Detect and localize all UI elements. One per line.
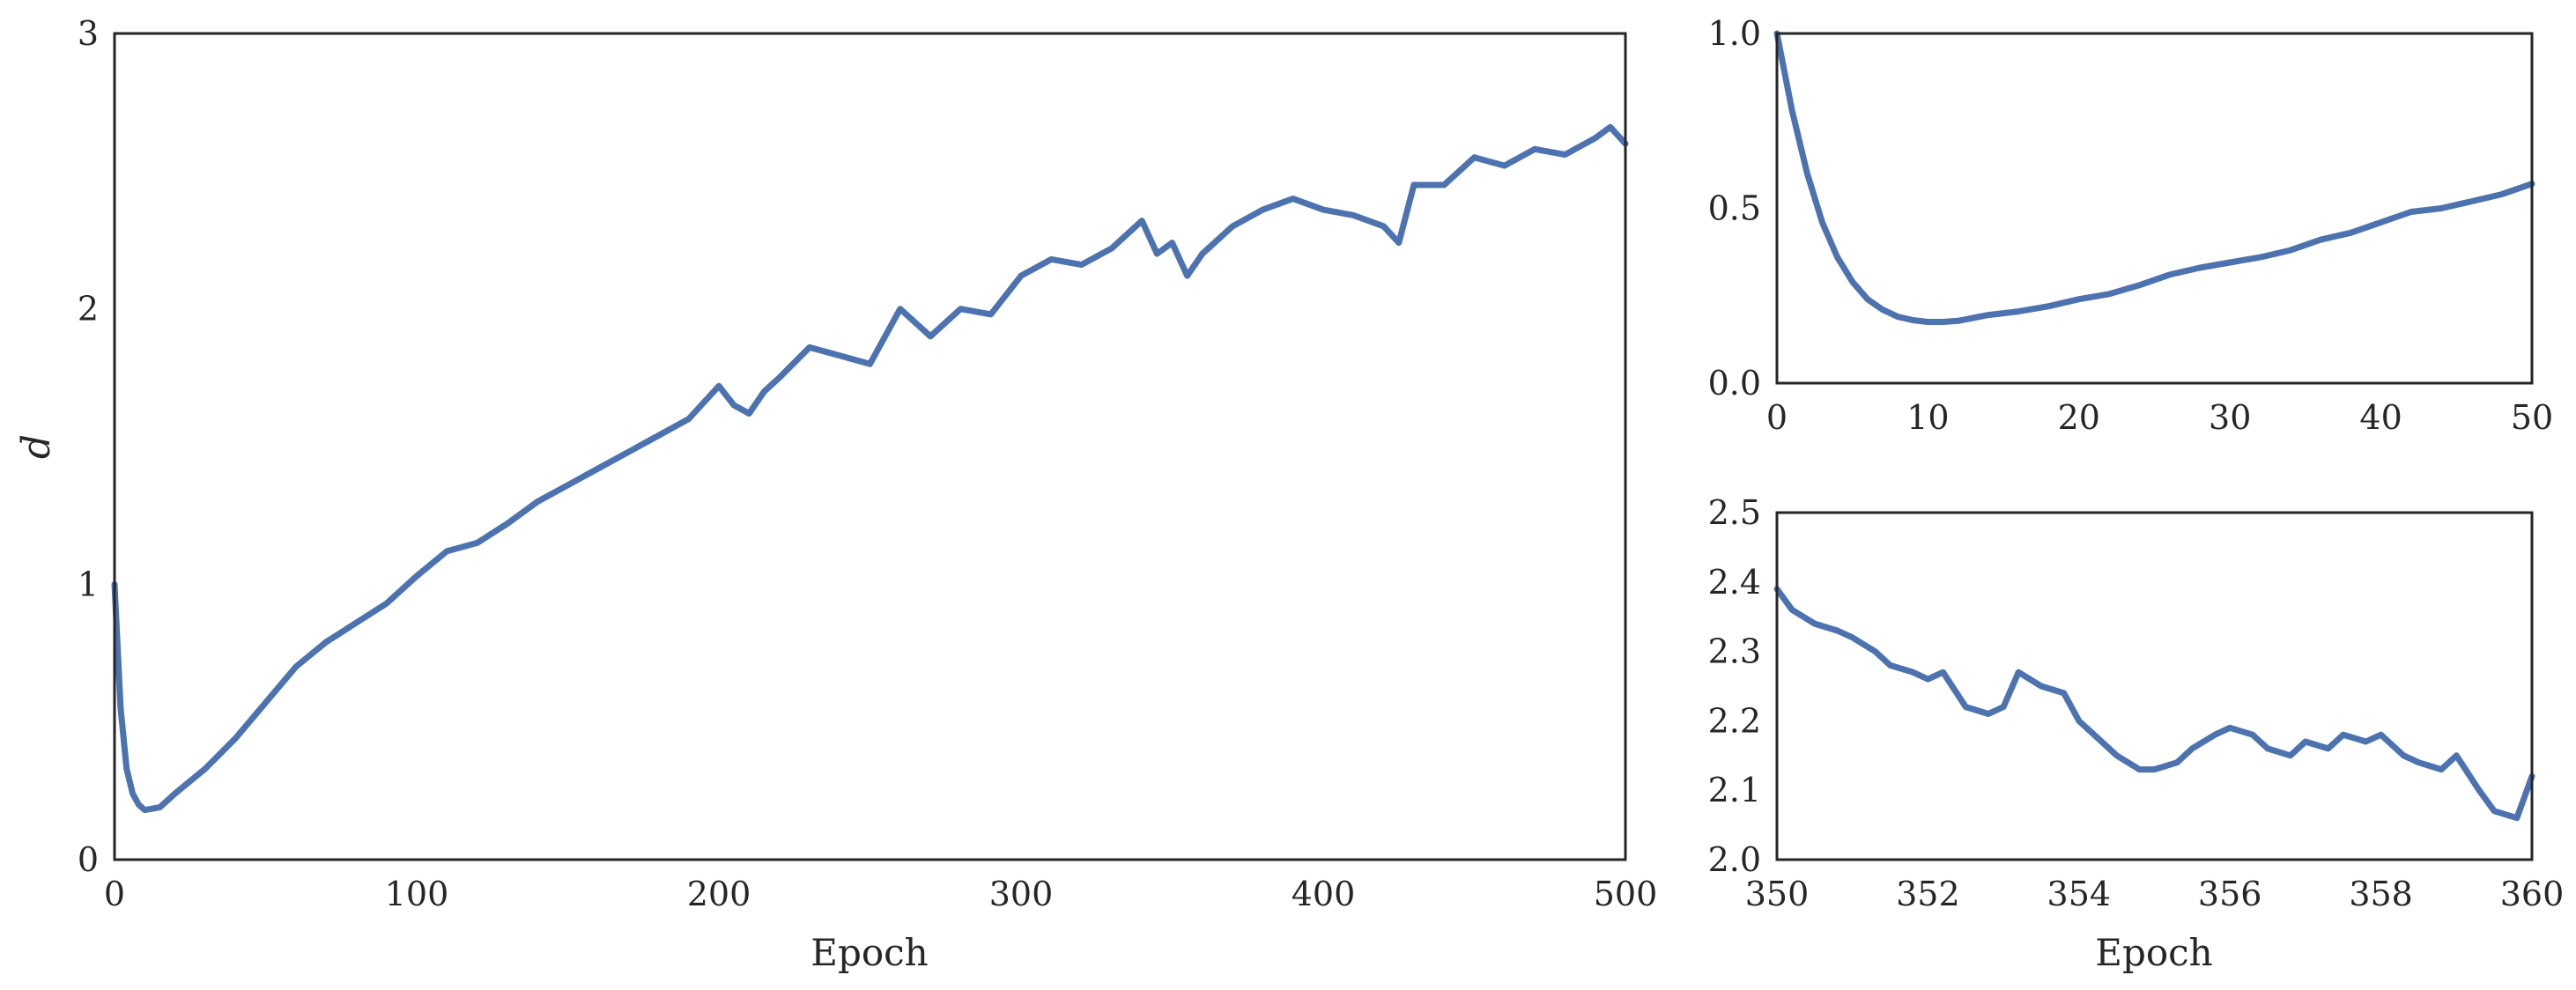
inset-bottom-ytick-label: 2.1 bbox=[1708, 771, 1761, 809]
inset-bottom-xtick-label: 360 bbox=[2500, 875, 2565, 913]
main-plot-xtick-label: 300 bbox=[989, 875, 1054, 913]
inset-bottom-ticks: 350 352 354 356 358 360 2.0 2.1 2.2 2.3 2.4 2.5 bbox=[1708, 493, 2565, 913]
inset-top-ticks: 0 10 20 30 40 50 0.0 0.5 1.0 bbox=[1708, 14, 2554, 437]
inset-top-line bbox=[1773, 30, 2535, 325]
main-plot: 0 100 200 300 400 500 0 1 2 3 Epoch d bbox=[14, 14, 1657, 974]
main-plot-ticks: 0 100 200 300 400 500 0 1 2 3 bbox=[78, 14, 1657, 913]
main-plot-ytick-label: 2 bbox=[78, 290, 99, 329]
main-plot-ytick-label: 0 bbox=[78, 840, 99, 879]
inset-bottom-plot: 350 352 354 356 358 360 2.0 2.1 2.2 2.3 2.4 2.5 Epo… bbox=[1708, 493, 2565, 974]
main-plot-xlabel: Epoch bbox=[811, 931, 928, 974]
inset-bottom-ytick-label: 2.5 bbox=[1708, 493, 1761, 532]
inset-top-xtick-label: 30 bbox=[2209, 398, 2251, 437]
main-plot-xtick-label: 500 bbox=[1594, 875, 1658, 913]
inset-bottom-xtick-label: 352 bbox=[1896, 875, 1960, 913]
main-plot-ytick-label: 1 bbox=[78, 565, 99, 603]
inset-top-series bbox=[1773, 30, 2535, 325]
inset-bottom-ytick-label: 2.4 bbox=[1708, 563, 1761, 602]
main-plot-ylabel: d bbox=[14, 434, 59, 459]
inset-bottom-ytick-label: 2.3 bbox=[1708, 632, 1761, 671]
inset-top-xtick-label: 40 bbox=[2359, 398, 2402, 437]
inset-bottom-frame bbox=[1775, 511, 2534, 861]
inset-top-ytick-label: 0.0 bbox=[1708, 364, 1761, 403]
inset-bottom-xtick-label: 354 bbox=[2047, 875, 2112, 913]
inset-top-xtick-label: 20 bbox=[2058, 398, 2100, 437]
inset-top-xtick-label: 0 bbox=[1766, 398, 1788, 437]
inset-bottom-series bbox=[1773, 586, 2535, 822]
main-plot-series bbox=[111, 123, 1629, 814]
main-plot-frame bbox=[113, 32, 1627, 861]
inset-top-plot: 0 10 20 30 40 50 0.0 0.5 1.0 bbox=[1708, 14, 2554, 437]
main-plot-xtick-label: 200 bbox=[687, 875, 751, 913]
inset-bottom-xlabel: Epoch bbox=[2095, 931, 2212, 974]
main-plot-xtick-label: 100 bbox=[385, 875, 449, 913]
main-plot-xtick-label: 400 bbox=[1292, 875, 1356, 913]
inset-bottom-xtick-label: 358 bbox=[2349, 875, 2413, 913]
main-plot-ytick-label: 3 bbox=[78, 14, 99, 53]
inset-top-ytick-label: 0.5 bbox=[1708, 189, 1761, 228]
inset-bottom-ytick-label: 2.0 bbox=[1708, 840, 1761, 879]
main-plot-line bbox=[111, 123, 1629, 814]
inset-top-ytick-label: 1.0 bbox=[1708, 14, 1761, 53]
inset-bottom-xtick-label: 356 bbox=[2198, 875, 2262, 913]
inset-top-xtick-label: 10 bbox=[1906, 398, 1949, 437]
inset-top-frame bbox=[1775, 32, 2534, 385]
inset-bottom-ytick-label: 2.2 bbox=[1708, 701, 1761, 740]
main-plot-xtick-label: 0 bbox=[104, 875, 125, 913]
inset-bottom-xtick-label: 350 bbox=[1745, 875, 1810, 913]
inset-bottom-line bbox=[1773, 586, 2535, 822]
inset-top-xtick-label: 50 bbox=[2511, 398, 2553, 437]
